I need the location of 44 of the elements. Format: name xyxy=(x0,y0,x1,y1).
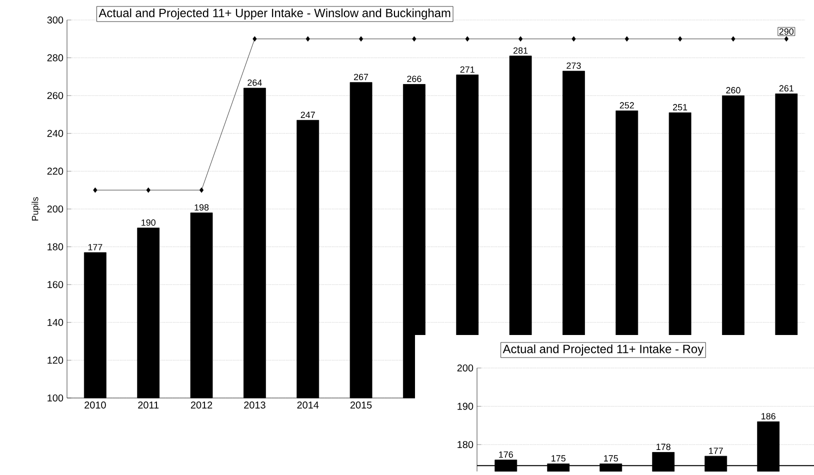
y-tick-label: 100 xyxy=(48,394,64,402)
data-label: 178 xyxy=(656,444,670,450)
data-label: 252 xyxy=(620,102,634,109)
y-tick-label: 200 xyxy=(457,364,474,372)
x-tick-label: 2015 xyxy=(350,402,372,409)
x-tick-label: 2014 xyxy=(297,402,319,409)
data-label: 251 xyxy=(673,104,688,110)
data-label: 267 xyxy=(354,74,368,80)
data-label: 175 xyxy=(604,455,618,462)
y-tick-label: 260 xyxy=(47,92,64,100)
y-tick-label: 180 xyxy=(458,441,474,448)
y-tick-label: 180 xyxy=(48,243,64,250)
data-label: 247 xyxy=(300,112,315,118)
x-tick-label: 2013 xyxy=(244,402,266,409)
y-tick-label: 300 xyxy=(47,16,64,24)
x-tick-label: 2011 xyxy=(138,402,159,409)
chart-title: Actual and Projected 11+ Upper Intake - Winslow and Buckingham xyxy=(98,8,450,20)
y-tick-label: 240 xyxy=(47,130,64,137)
x-tick-label: 2010 xyxy=(84,402,106,409)
y-tick-label: 140 xyxy=(48,318,64,326)
y-tick-label: 120 xyxy=(48,356,64,364)
data-label: 176 xyxy=(499,451,513,458)
data-label: 186 xyxy=(762,413,776,420)
y-tick-label: 190 xyxy=(458,402,474,410)
data-label: 190 xyxy=(142,219,156,226)
data-label: 198 xyxy=(194,204,209,211)
y-axis-title: Pupils xyxy=(32,197,40,220)
data-label: 290 xyxy=(779,28,794,35)
y-tick-label: 220 xyxy=(47,168,64,175)
data-label: 264 xyxy=(248,79,262,86)
chart-title: Actual and Projected 11+ Intake - Roy xyxy=(502,344,704,356)
x-tick-label: 2012 xyxy=(190,402,212,409)
y-tick-label: 200 xyxy=(47,205,64,213)
data-label: 175 xyxy=(552,455,566,462)
data-label: 261 xyxy=(779,85,794,92)
data-label: 271 xyxy=(460,66,474,73)
y-tick-label: 160 xyxy=(48,281,64,288)
data-label: 260 xyxy=(726,87,740,94)
data-label: 266 xyxy=(407,76,422,82)
data-label: 273 xyxy=(566,62,581,69)
data-label: 177 xyxy=(709,448,723,454)
y-tick-label: 280 xyxy=(47,54,64,62)
data-label: 281 xyxy=(514,47,528,54)
data-label: 177 xyxy=(88,244,102,250)
